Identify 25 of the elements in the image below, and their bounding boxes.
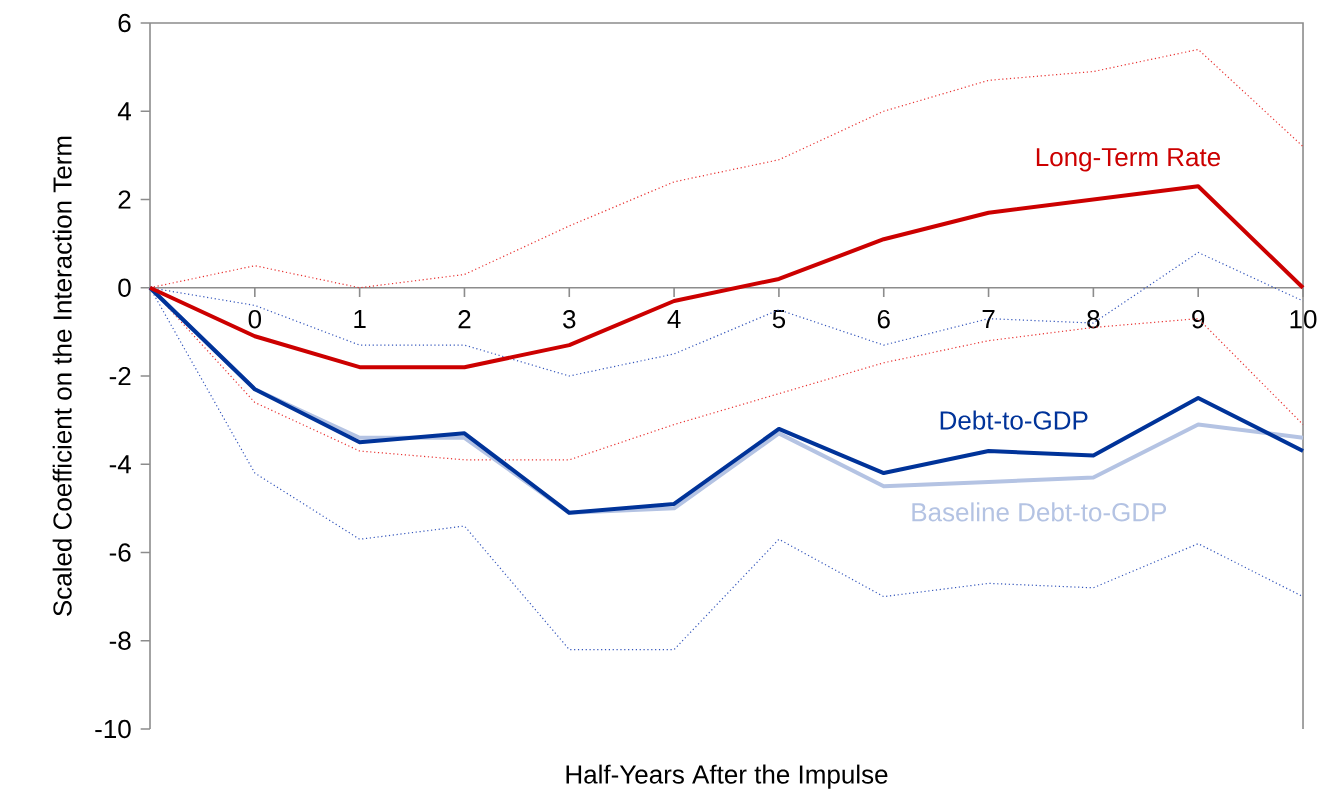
y-tick-label: 0 [118,278,131,297]
x-axis-title: Half-Years After the Impulse [566,764,888,789]
y-tick-label: 6 [118,13,131,33]
y-axis-title: Scaled Coefficient on the Interaction Term [52,136,72,616]
y-tick-label: -8 [109,631,131,650]
y-tick-label: -4 [109,455,131,474]
y-tick-label: -6 [109,543,131,562]
y-tick-label: 2 [118,190,131,209]
x-tick-label: 3 [563,310,576,329]
series-label: Debt-to-GDP [940,410,1088,430]
x-tick-label: 8 [1087,310,1100,329]
x-tick-label: 6 [877,310,890,329]
y-tick-label: 4 [117,102,131,121]
x-tick-label: 1 [354,310,366,328]
x-tick-label: 9 [1192,310,1205,329]
y-tick-label: -2 [109,366,131,386]
x-tick-label: 10 [1290,310,1317,329]
series-label: Baseline Debt-to-GDP [912,502,1167,522]
x-tick-label: 7 [982,310,995,328]
x-tick-label: 5 [772,310,786,329]
series-label: Long-Term Rate [1036,148,1221,172]
x-tick-label: 0 [248,310,262,329]
x-tick-label: 2 [458,310,471,329]
y-tick-label: -10 [95,719,131,739]
x-tick-label: 4 [667,310,681,328]
